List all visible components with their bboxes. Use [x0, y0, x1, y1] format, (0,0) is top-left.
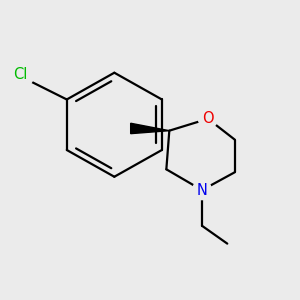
Circle shape	[198, 109, 218, 128]
Text: O: O	[202, 111, 214, 126]
Circle shape	[193, 181, 211, 200]
Text: N: N	[196, 183, 208, 198]
Circle shape	[7, 61, 34, 88]
Polygon shape	[131, 123, 169, 134]
Text: Cl: Cl	[14, 67, 28, 82]
